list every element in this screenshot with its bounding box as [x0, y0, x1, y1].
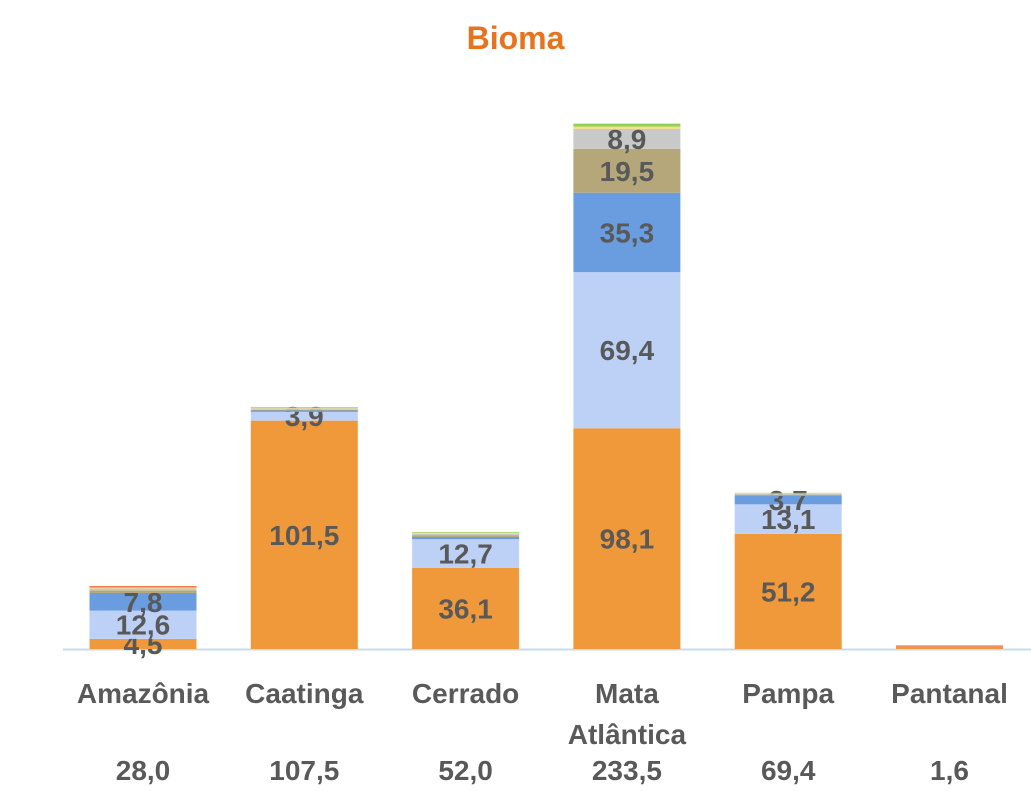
- bar-segment: [734, 494, 842, 496]
- bar-segment: [412, 532, 520, 533]
- bar-segment: [734, 496, 842, 505]
- bar-segment: [412, 533, 520, 536]
- bar-segment: [896, 646, 1003, 649]
- bar-segment: [89, 610, 197, 639]
- category-label: Atlântica: [568, 719, 687, 750]
- data-label: 12,6: [116, 610, 171, 641]
- data-label: 19,5: [600, 156, 655, 187]
- bar-segment: [573, 148, 681, 193]
- data-label: 13,1: [761, 504, 816, 535]
- bar-segment: [573, 128, 681, 149]
- data-label: 12,7: [438, 538, 493, 569]
- total-label: 233,5: [592, 755, 662, 786]
- bar-segment: [412, 532, 520, 534]
- bar-segment: [573, 126, 681, 129]
- bar-segment: [250, 410, 358, 412]
- bar-segment: [89, 592, 197, 611]
- category-label: Cerrado: [412, 678, 519, 709]
- total-label: 107,5: [269, 755, 339, 786]
- bar-segment: [412, 567, 520, 649]
- total-label: 52,0: [438, 755, 493, 786]
- category-label: Amazônia: [77, 678, 210, 709]
- data-label: 101,5: [269, 520, 339, 551]
- bar-segment: [573, 272, 681, 429]
- bar-segment: [250, 408, 358, 410]
- bar-segment: [250, 420, 358, 649]
- bar-segment: [89, 587, 197, 589]
- bar-segment: [573, 192, 681, 273]
- category-label: Mata: [595, 678, 659, 709]
- chart-title: Bioma: [466, 20, 565, 56]
- bar-segment: [250, 411, 358, 421]
- data-label: 35,3: [600, 217, 655, 248]
- total-label: 28,0: [116, 755, 171, 786]
- bar-segment: [89, 638, 197, 649]
- bar-segment: [734, 533, 842, 649]
- category-label: Pampa: [742, 678, 834, 709]
- bar-segment: [412, 536, 520, 540]
- bar-segment: [89, 588, 197, 591]
- bar-segment: [89, 590, 197, 593]
- total-label: 69,4: [761, 755, 816, 786]
- category-label: Caatinga: [245, 678, 364, 709]
- category-label: Pantanal: [891, 678, 1008, 709]
- bar-segment: [412, 539, 520, 568]
- bar-segment: [734, 493, 842, 495]
- bar-segment: [573, 123, 681, 127]
- data-label: 36,1: [438, 593, 493, 624]
- bar-segment: [896, 645, 1003, 647]
- bar-segment: [412, 535, 520, 537]
- bar-segment: [89, 586, 197, 588]
- data-label: 69,4: [600, 335, 655, 366]
- bar-segment: [250, 409, 358, 411]
- data-label: 3,9: [285, 401, 324, 432]
- bar-segment: [734, 504, 842, 534]
- data-label: 8,9: [607, 124, 646, 155]
- data-label: 3,7: [769, 485, 808, 516]
- total-label: 1,6: [930, 755, 969, 786]
- bar-segment: [250, 407, 358, 409]
- data-label: 51,2: [761, 576, 816, 607]
- data-label: 98,1: [600, 524, 655, 555]
- bar-segment: [573, 428, 681, 649]
